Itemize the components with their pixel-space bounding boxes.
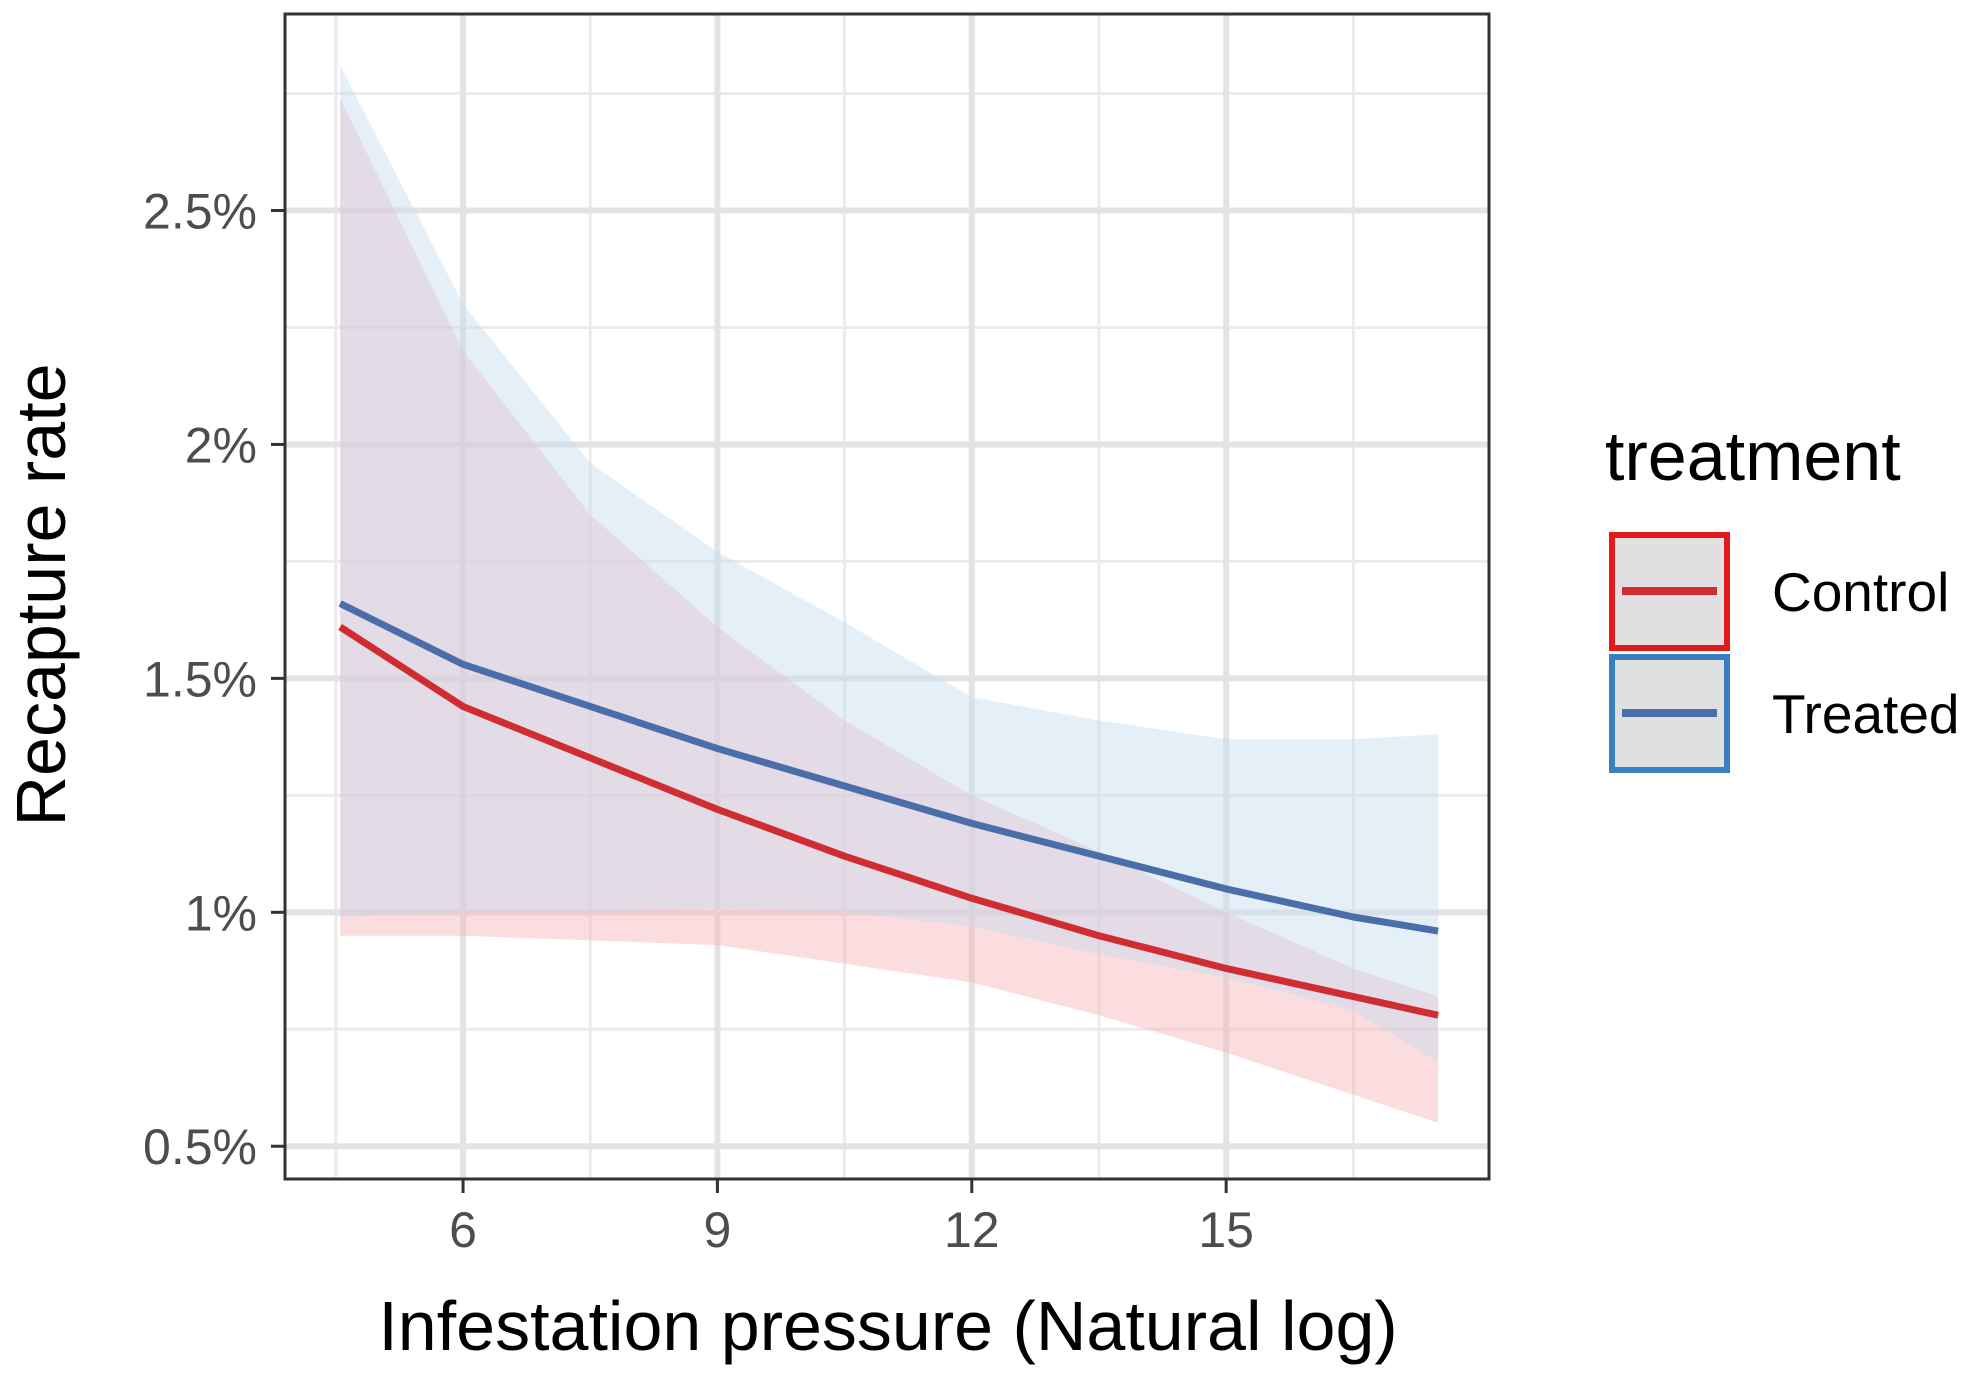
series-line-control [338, 623, 1439, 1019]
y-tick-label: 1% [185, 885, 257, 941]
x-tick-label: 9 [704, 1202, 732, 1258]
x-axis-title: Infestation pressure (Natural log) [378, 1287, 1397, 1365]
legend: treatment Control Treated [1605, 417, 1960, 773]
y-tick-label: 2% [185, 417, 257, 473]
x-tick-label: 12 [944, 1202, 1000, 1258]
x-tick-label: 6 [449, 1202, 477, 1258]
panel-border [283, 12, 1491, 1181]
legend-label: Treated [1772, 683, 1960, 745]
legend-item-control: Control [1609, 532, 1949, 651]
axis-ticks: 6 9 12 15 0.5% 1% 1.5% 2% 2.5% [143, 184, 1254, 1258]
series-line-treated [338, 600, 1439, 935]
legend-title: treatment [1605, 417, 1901, 495]
y-tick-label: 1.5% [143, 651, 257, 707]
confidence-band-control [340, 98, 1439, 1123]
legend-item-treated: Treated [1609, 654, 1960, 773]
confidence-bands [340, 65, 1439, 1123]
y-tick-label: 2.5% [143, 184, 257, 240]
x-tick-label: 15 [1198, 1202, 1254, 1258]
series-lines [338, 600, 1439, 1019]
y-tick-label: 0.5% [143, 1119, 257, 1175]
y-axis-title: Recapture rate [2, 363, 80, 826]
grid [285, 14, 1489, 1179]
confidence-band-treated [340, 65, 1439, 1063]
legend-label: Control [1772, 561, 1949, 623]
